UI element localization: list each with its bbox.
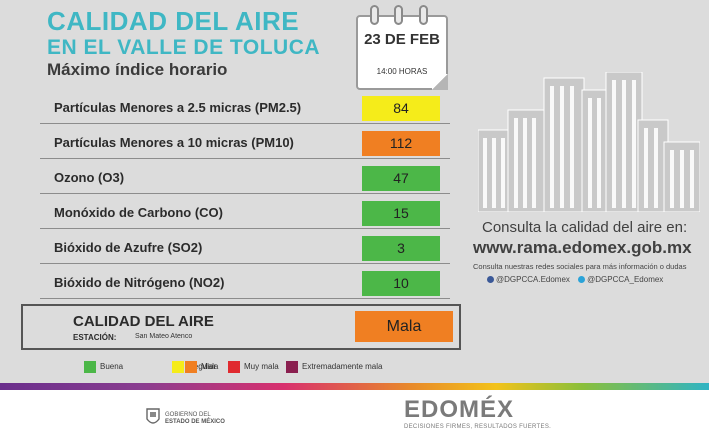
pollutant-value: 10	[362, 271, 440, 296]
page-title-location: EN EL VALLE DE TOLUCA	[47, 36, 321, 59]
calendar-date: 23 DE FEB	[364, 31, 440, 48]
legend-swatch	[84, 360, 96, 373]
facebook-icon	[487, 276, 494, 284]
government-logo-line2: ESTADO DE MÉXICO	[165, 419, 225, 425]
summary-title: CALIDAD DEL AIRE	[73, 313, 214, 330]
color-stripe	[0, 383, 709, 390]
edomex-slogan: DECISIONES FIRMES, RESULTADOS FUERTES.	[404, 424, 552, 430]
pollutant-row: Monóxido de Carbono (CO) 15	[40, 197, 450, 229]
pollutant-label: Ozono (O3)	[54, 170, 125, 185]
legend-label: Buena	[100, 362, 124, 372]
pollutant-label: Monóxido de Carbono (CO)	[54, 205, 223, 220]
city-buildings-illustration	[478, 72, 700, 212]
pollutant-label: Partículas Menores a 10 micras (PM10)	[54, 135, 294, 150]
social-handles: @DGPCCA.Edomex @DGPCCA_Edomex	[487, 275, 663, 284]
legend-label: Muy mala	[244, 362, 279, 372]
pollutant-row: Bióxido de Azufre (SO2) 3	[40, 232, 450, 264]
twitter-handle[interactable]: @DGPCCA_Edomex	[587, 275, 664, 284]
calendar-ring-icon	[370, 5, 379, 25]
calendar-time: 14:00 HORAS	[376, 67, 428, 76]
pollutant-value: 3	[362, 236, 440, 261]
pollutant-label: Bióxido de Nitrógeno (NO2)	[54, 275, 225, 290]
pollutant-row: Partículas Menores a 10 micras (PM10) 11…	[40, 127, 450, 159]
social-text: Consulta nuestras redes sociales para má…	[473, 262, 687, 271]
calendar-ring-icon	[419, 5, 428, 25]
legend-label: Extremadamente mala	[302, 362, 383, 372]
pollutant-label: Bióxido de Azufre (SO2)	[54, 240, 203, 255]
quality-badge: Mala	[355, 311, 453, 342]
crest-icon	[146, 408, 160, 424]
twitter-icon	[578, 276, 586, 284]
pollutant-label: Partículas Menores a 2.5 micras (PM2.5)	[54, 100, 302, 115]
facebook-handle[interactable]: @DGPCCA.Edomex	[496, 275, 570, 284]
air-quality-panel: CALIDAD DEL AIRE EN EL VALLE DE TOLUCA M…	[0, 0, 709, 383]
edomex-logo: EDOMÉX	[404, 396, 515, 423]
legend-swatch	[228, 360, 240, 373]
calendar-date-card: 23 DE FEB 14:00 HORAS	[356, 5, 448, 90]
legend-item: Buena	[84, 358, 123, 376]
consult-text: Consulta la calidad del aire en:	[482, 219, 688, 236]
page-fold-icon	[432, 74, 448, 90]
government-logo-line1: GOBIERNO DEL	[165, 412, 211, 418]
pollutant-row: Bióxido de Nitrógeno (NO2) 10	[40, 267, 450, 299]
pollutant-row: Ozono (O3) 47	[40, 162, 450, 194]
station-label: ESTACIÓN:	[73, 333, 117, 342]
page-title: CALIDAD DEL AIRE	[47, 6, 300, 36]
pollutant-value: 84	[362, 96, 440, 121]
legend-item: Muy mala	[228, 358, 279, 376]
pollutant-value: 112	[362, 131, 440, 156]
legend-item: Extremadamente mala	[286, 358, 382, 376]
legend-swatch	[185, 360, 197, 373]
website-link[interactable]: www.rama.edomex.gob.mx	[473, 238, 692, 257]
page-subtitle: Máximo índice horario	[47, 60, 228, 79]
pollutant-value: 47	[362, 166, 440, 191]
pollutant-value: 15	[362, 201, 440, 226]
legend-item-mala: Mala	[185, 358, 218, 376]
air-quality-summary: CALIDAD DEL AIRE ESTACIÓN: San Mateo Ate…	[21, 304, 461, 350]
legend-swatch	[172, 360, 184, 373]
legend-label: Mala	[201, 362, 219, 372]
legend-item: Regular	[172, 358, 216, 376]
pollutant-row: Partículas Menores a 2.5 micras (PM2.5) …	[40, 92, 450, 124]
calendar-ring-icon	[394, 5, 403, 25]
legend-label: Regular	[188, 362, 217, 372]
legend-swatch	[286, 360, 298, 373]
station-value: San Mateo Atenco	[135, 333, 193, 340]
